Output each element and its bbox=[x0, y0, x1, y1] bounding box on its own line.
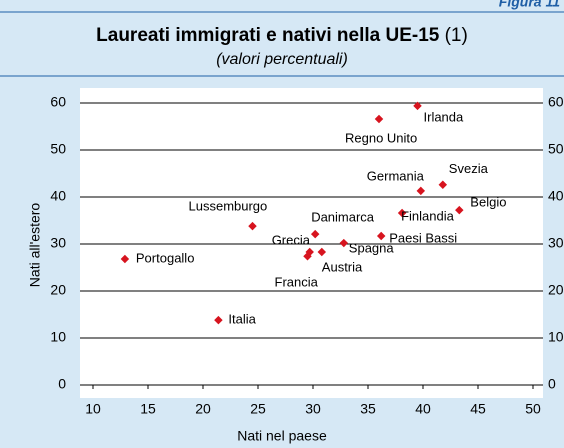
point bbox=[120, 254, 130, 264]
x-tick-label: 45 bbox=[470, 401, 486, 417]
point-label: Irlanda bbox=[424, 109, 465, 124]
point-label: Danimarca bbox=[311, 210, 375, 225]
point-label: Regno Unito bbox=[345, 130, 417, 145]
x-tick-label: 20 bbox=[195, 401, 211, 417]
point bbox=[397, 208, 407, 218]
chart-subtitle: (valori percentuali) bbox=[216, 51, 348, 68]
point bbox=[214, 315, 223, 325]
y-axis-label: Nati all'estero bbox=[27, 203, 43, 288]
point bbox=[303, 251, 312, 261]
point-label: Paesi Bassi bbox=[389, 230, 457, 245]
y2-tick-label: 30 bbox=[548, 235, 564, 251]
point-label: Belgio bbox=[470, 195, 506, 210]
y2-tick-label: 40 bbox=[548, 188, 564, 204]
point bbox=[317, 247, 327, 257]
x-tick-label: 40 bbox=[415, 401, 431, 417]
point bbox=[416, 186, 426, 196]
point-label: Germania bbox=[367, 168, 425, 183]
y-tick-label: 30 bbox=[50, 235, 66, 251]
point bbox=[413, 101, 422, 111]
point-label: Spagna bbox=[349, 240, 395, 255]
x-tick-label: 30 bbox=[305, 401, 321, 417]
y2-tick-label: 60 bbox=[548, 94, 564, 110]
y-tick-label: 60 bbox=[50, 94, 66, 110]
y-tick-label: 0 bbox=[58, 376, 66, 392]
point-label: Grecia bbox=[272, 232, 311, 247]
title-note: (1) bbox=[445, 25, 468, 46]
y-tick-label: 40 bbox=[50, 188, 66, 204]
y-tick-label: 10 bbox=[50, 329, 66, 345]
point bbox=[248, 221, 257, 231]
x-tick-label: 15 bbox=[140, 401, 156, 417]
figure-label: Figura 11 bbox=[499, 0, 560, 10]
plot-area bbox=[80, 88, 543, 398]
point bbox=[438, 180, 448, 190]
point-label: Francia bbox=[275, 275, 319, 290]
x-tick-label: 50 bbox=[525, 401, 541, 417]
x-tick-label: 25 bbox=[250, 401, 266, 417]
point bbox=[310, 229, 320, 239]
point-label: Austria bbox=[322, 259, 363, 274]
point-label: Italia bbox=[228, 312, 256, 327]
x-tick-label: 10 bbox=[85, 401, 101, 417]
y-tick-label: 50 bbox=[50, 141, 66, 157]
point-label: Svezia bbox=[449, 161, 489, 176]
x-axis-label: Nati nel paese bbox=[237, 428, 327, 444]
chart-title: Laureati immigrati e nativi nella UE-15 … bbox=[96, 25, 468, 46]
title-main: Laureati immigrati e nativi nella UE-15 bbox=[96, 25, 440, 46]
x-tick-label: 35 bbox=[360, 401, 376, 417]
point bbox=[376, 231, 386, 241]
y-tick-label: 20 bbox=[50, 282, 66, 298]
y2-tick-label: 10 bbox=[548, 329, 564, 345]
point bbox=[455, 205, 464, 215]
point-label: Lussemburgo bbox=[189, 199, 268, 214]
point bbox=[374, 114, 384, 124]
point-label: Portogallo bbox=[136, 250, 195, 265]
point-label: Finlandia bbox=[401, 208, 455, 223]
y2-tick-label: 50 bbox=[548, 141, 564, 157]
point bbox=[339, 238, 349, 248]
y2-tick-label: 20 bbox=[548, 282, 564, 298]
y2-tick-label: 0 bbox=[548, 376, 556, 392]
